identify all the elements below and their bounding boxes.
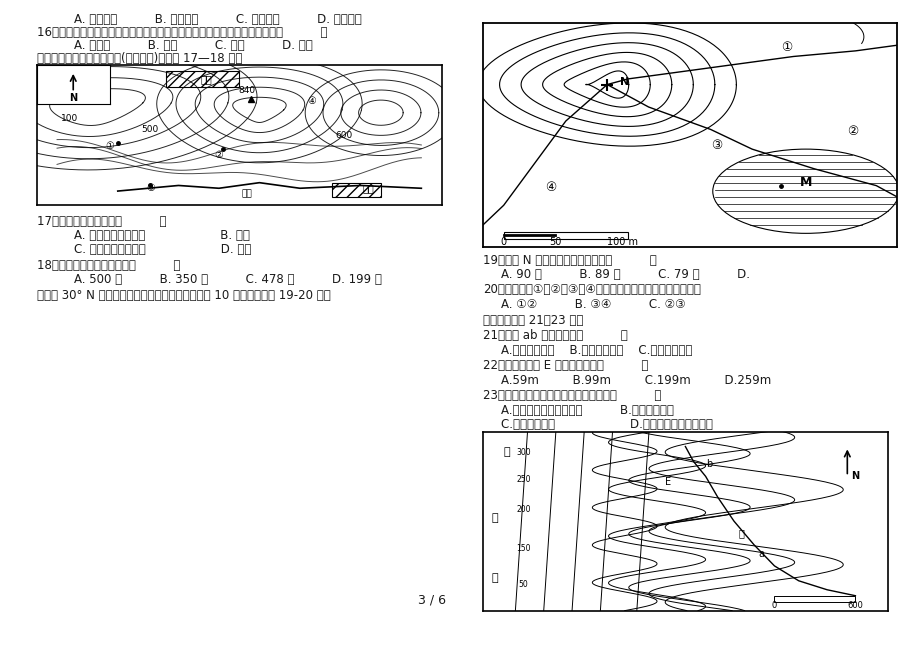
Text: A. 500 米          B. 350 米          C. 478 米          D. 199 米: A. 500 米 B. 350 米 C. 478 米 D. 199 米	[74, 273, 381, 286]
Text: 丙: 丙	[491, 513, 497, 523]
Text: A. 中药材          B. 柑橘          C. 花卉          D. 水稻: A. 中药材 B. 柑橘 C. 花卉 D. 水稻	[74, 39, 312, 52]
Text: A.自西北向东南    B.自东南向西北    C.自东北向西南: A.自西北向东南 B.自东南向西北 C.自东北向西南	[501, 344, 692, 357]
Text: 200: 200	[516, 505, 530, 514]
Text: A.甲坡修水平梯田种水稻          B.丙坡种植果树: A.甲坡修水平梯田种水稻 B.丙坡种植果树	[501, 404, 674, 417]
Text: 600: 600	[846, 601, 862, 609]
Text: 19、山峰 N 的最大海拔高度可能为（          ）: 19、山峰 N 的最大海拔高度可能为（ ）	[482, 254, 656, 267]
Text: ③: ③	[710, 139, 721, 152]
Text: E: E	[664, 477, 671, 488]
Text: 0: 0	[771, 601, 777, 609]
Text: 50: 50	[518, 580, 528, 589]
Text: 150: 150	[516, 544, 530, 553]
Text: 读右图，判断 21～23 题。: 读右图，判断 21～23 题。	[482, 314, 583, 327]
Text: 下图为 30° N 附近的等高线地形图，图中等高距为 10 米，读图完成 19-20 题。: 下图为 30° N 附近的等高线地形图，图中等高距为 10 米，读图完成 19-…	[37, 289, 330, 302]
Bar	[332, 183, 380, 197]
Text: A.59m         B.99m         C.199m         D.259m: A.59m B.99m C.199m D.259m	[501, 374, 771, 387]
Text: 17、图中河流的流向为（          ）: 17、图中河流的流向为（ ）	[37, 215, 166, 228]
Text: 甲村: 甲村	[200, 74, 212, 84]
Text: 21、河流 ab 段的流向为（          ）: 21、河流 ab 段的流向为（ ）	[482, 329, 627, 342]
Text: 100: 100	[61, 114, 78, 123]
Text: A. 青藏高原          B. 江南丘陵          C. 黄土高原          D. 四川盆地: A. 青藏高原 B. 江南丘陵 C. 黄土高原 D. 四川盆地	[74, 13, 361, 26]
Text: 23、下述土地利用方式中较不合适的是（          ）: 23、下述土地利用方式中较不合适的是（ ）	[482, 389, 661, 402]
Text: 乙: 乙	[491, 573, 497, 583]
Text: a: a	[757, 549, 764, 559]
Bar	[774, 596, 855, 602]
Text: 50: 50	[549, 236, 561, 247]
Text: ②: ②	[846, 125, 857, 138]
Text: 20、若用图中①、②、③、④四条曲线表示河流，其中正确的是: 20、若用图中①、②、③、④四条曲线表示河流，其中正确的是	[482, 283, 700, 296]
Text: 500: 500	[142, 125, 159, 134]
Text: 河流: 河流	[242, 189, 253, 199]
Text: 16、从保护农业生态和获取最大经济效益的角度出发，图示区域最不宜种植（          ）: 16、从保护农业生态和获取最大经济效益的角度出发，图示区域最不宜种植（ ）	[37, 26, 327, 39]
Bar	[166, 71, 239, 87]
Text: ③: ③	[145, 184, 154, 193]
Text: ①: ①	[105, 141, 114, 151]
Text: M: M	[799, 176, 811, 189]
Text: ④: ④	[544, 181, 556, 194]
Text: 600: 600	[335, 131, 353, 140]
Text: 读北半球某地等高线示意图(单位：米)，完成 17—18 小题: 读北半球某地等高线示意图(单位：米)，完成 17—18 小题	[37, 52, 242, 65]
Text: N: N	[850, 471, 858, 481]
Text: 0: 0	[500, 236, 506, 247]
Text: 22、断崖顶部的 E 点海拔可能为（          ）: 22、断崖顶部的 E 点海拔可能为（ ）	[482, 359, 648, 372]
Text: C.乙坡植树种草                    D.乙坡修水平梯田种水稻: C.乙坡植树种草 D.乙坡修水平梯田种水稻	[501, 418, 712, 431]
Text: ②: ②	[214, 150, 223, 159]
Text: 18、图中陡崖的高度可能是（          ）: 18、图中陡崖的高度可能是（ ）	[37, 259, 180, 272]
Text: 乙村: 乙村	[362, 183, 374, 193]
Text: 100 m: 100 m	[607, 236, 638, 247]
Text: 3 / 6: 3 / 6	[418, 594, 446, 607]
Text: b: b	[705, 460, 711, 469]
Text: 300: 300	[516, 449, 530, 458]
Text: 甲: 甲	[503, 447, 509, 458]
Text: ④: ④	[307, 96, 316, 107]
Text: N: N	[619, 77, 629, 87]
Text: C. 先向北，再向东北                    D. 向南: C. 先向北，再向东北 D. 向南	[74, 243, 251, 256]
Text: 河: 河	[737, 528, 743, 538]
Text: 250: 250	[516, 475, 530, 484]
Text: 840: 840	[238, 86, 255, 95]
Text: A. 先向南，再向西南                    B. 向北: A. 先向南，再向西南 B. 向北	[74, 229, 249, 242]
Text: ①: ①	[780, 41, 791, 54]
Bar	[504, 232, 628, 239]
Text: A. ①②          B. ③④          C. ②③: A. ①② B. ③④ C. ②③	[501, 298, 686, 311]
Text: A. 90 米          B. 89 米          C. 79 米          D.: A. 90 米 B. 89 米 C. 79 米 D.	[501, 268, 750, 281]
Ellipse shape	[712, 149, 898, 233]
